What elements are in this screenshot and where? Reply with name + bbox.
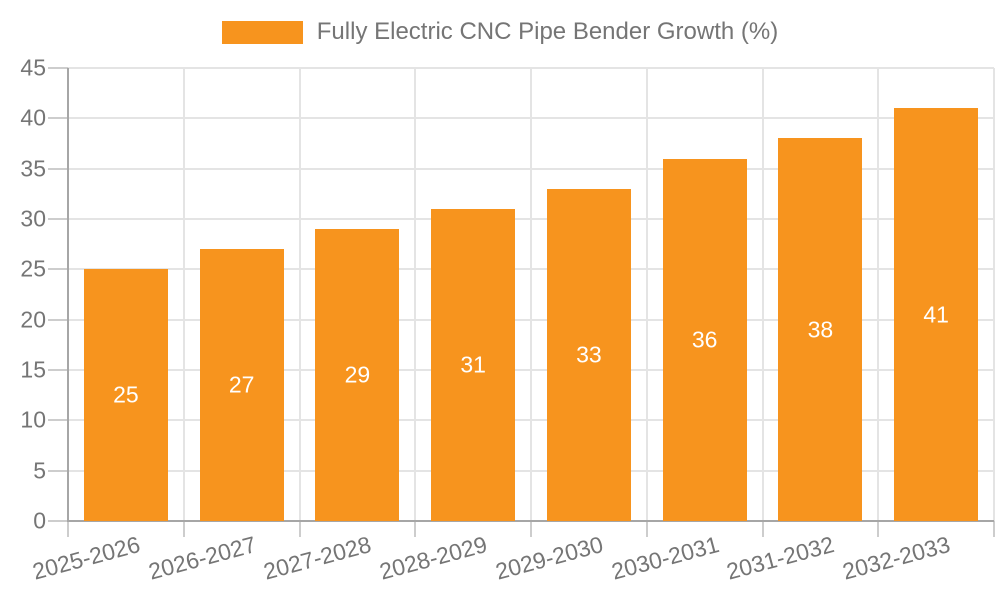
x-tick-mark <box>645 521 648 537</box>
x-tick-mark <box>67 521 69 537</box>
y-tick-mark <box>48 369 68 371</box>
x-axis-tick-label: 2031-2032 <box>724 531 838 585</box>
x-tick-mark <box>298 521 301 537</box>
x-axis-tick-label: 2030-2031 <box>608 531 722 585</box>
x-tick-mark <box>414 521 417 537</box>
x-tick-mark <box>993 521 995 537</box>
bar-value-label: 25 <box>113 381 139 408</box>
y-tick-mark <box>48 167 68 170</box>
x-gridline <box>993 68 995 521</box>
x-axis-line <box>67 520 994 522</box>
x-tick-mark <box>182 521 185 537</box>
y-tick-mark <box>48 318 68 321</box>
legend-label[interactable]: Fully Electric CNC Pipe Bender Growth (%… <box>316 18 779 45</box>
y-axis-tick-label: 20 <box>20 306 46 333</box>
x-axis-tick-label: 2025-2026 <box>29 531 143 585</box>
bar-value-label: 29 <box>344 361 371 388</box>
x-gridline <box>877 68 880 521</box>
x-axis-tick-label: 2027-2028 <box>261 531 375 585</box>
y-axis-tick-label: 40 <box>20 104 46 131</box>
y-axis-tick-label: 5 <box>33 457 46 484</box>
bar-2027-2028[interactable] <box>315 229 400 521</box>
x-tick-mark <box>761 521 764 537</box>
x-axis-tick-label: 2026-2027 <box>145 531 259 585</box>
y-axis-tick-label: 35 <box>20 155 46 182</box>
x-gridline <box>298 68 301 521</box>
y-axis-tick-label: 25 <box>20 255 46 282</box>
y-tick-mark <box>48 419 68 422</box>
x-gridline <box>414 68 417 521</box>
bar-value-label: 38 <box>807 316 834 343</box>
x-gridline <box>761 68 764 521</box>
x-axis-tick-label: 2029-2030 <box>492 531 606 585</box>
y-axis-tick-label: 45 <box>20 54 46 81</box>
bar-2030-2031[interactable] <box>662 158 747 521</box>
x-axis-tick-label: 2028-2029 <box>376 531 490 585</box>
y-tick-mark <box>48 218 68 220</box>
x-gridline <box>645 68 648 521</box>
bar-value-label: 33 <box>576 341 602 368</box>
bar-value-label: 27 <box>228 371 255 398</box>
bar-2029-2030[interactable] <box>546 188 631 521</box>
y-axis-tick-label: 0 <box>33 507 46 534</box>
x-gridline <box>530 68 532 521</box>
y-axis-tick-label: 15 <box>20 356 46 383</box>
x-tick-mark <box>530 521 532 537</box>
bar-2032-2033[interactable] <box>894 108 979 521</box>
y-axis-line <box>67 68 69 521</box>
y-tick-mark <box>48 469 68 472</box>
x-tick-mark <box>877 521 880 537</box>
y-tick-mark <box>48 67 68 69</box>
bar-value-label: 41 <box>923 301 949 328</box>
y-tick-mark <box>48 520 68 522</box>
y-axis-tick-label: 30 <box>20 205 46 232</box>
y-tick-mark <box>48 268 68 271</box>
bar-value-label: 36 <box>691 326 718 353</box>
bar-2026-2027[interactable] <box>199 249 284 521</box>
bar-2025-2026[interactable] <box>83 269 168 521</box>
x-gridline <box>182 68 185 521</box>
bar-value-label: 31 <box>460 351 486 378</box>
bar-2031-2032[interactable] <box>778 138 863 521</box>
y-axis-tick-label: 10 <box>20 406 46 433</box>
legend-swatch[interactable] <box>221 20 303 44</box>
y-tick-mark <box>48 117 68 120</box>
bar-2028-2029[interactable] <box>431 208 516 521</box>
legend[interactable]: Fully Electric CNC Pipe Bender Growth (%… <box>0 18 1000 46</box>
x-axis-tick-label: 2032-2033 <box>839 531 953 585</box>
